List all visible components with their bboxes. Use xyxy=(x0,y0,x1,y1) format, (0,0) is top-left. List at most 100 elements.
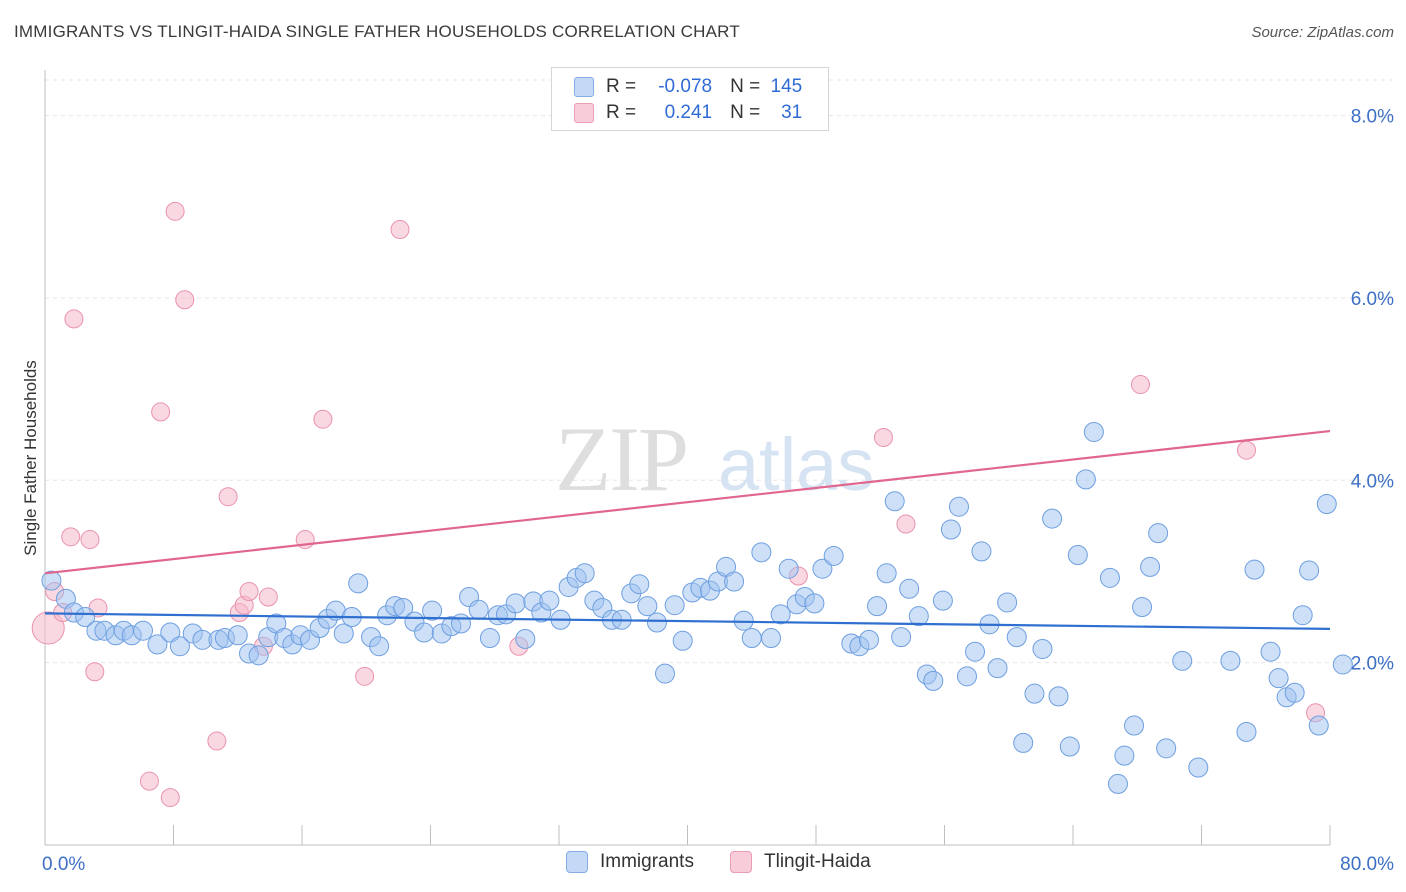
data-point-tlingit-haida xyxy=(151,402,171,422)
data-point-immigrants xyxy=(997,592,1018,613)
data-point-immigrants xyxy=(1268,668,1289,689)
data-point-immigrants xyxy=(804,593,825,614)
data-point-tlingit-haida xyxy=(1236,440,1256,460)
data-point-immigrants xyxy=(1132,597,1153,618)
data-point-immigrants xyxy=(965,641,986,662)
y-axis-label: Single Father Households xyxy=(21,360,40,556)
data-point-immigrants xyxy=(891,627,912,648)
data-point-tlingit-haida xyxy=(355,666,375,686)
data-point-immigrants xyxy=(770,604,791,625)
source-label: Source: ZipAtlas.com xyxy=(1251,24,1394,41)
data-point-immigrants xyxy=(1042,508,1063,529)
data-point-immigrants xyxy=(741,628,762,649)
data-point-immigrants xyxy=(369,636,390,657)
data-point-immigrants xyxy=(505,593,526,614)
data-point-immigrants xyxy=(637,596,658,617)
data-point-tlingit-haida xyxy=(85,662,105,682)
legend-row-tlingit-haida: R = 0.241 N = 31 xyxy=(574,100,802,126)
data-point-immigrants xyxy=(1024,683,1045,704)
data-point-immigrants xyxy=(1148,523,1169,544)
data-point-immigrants xyxy=(1236,721,1257,742)
data-point-immigrants xyxy=(940,519,961,540)
data-point-immigrants xyxy=(899,578,920,599)
data-point-immigrants xyxy=(1284,682,1305,703)
axis-labels: 2.0% 4.0% 6.0% 8.0% 0.0% 80.0% Single Father H… xyxy=(21,107,1394,875)
data-point-immigrants xyxy=(227,625,248,646)
data-point-tlingit-haida xyxy=(218,487,238,507)
data-point-tlingit-haida xyxy=(160,788,180,808)
data-point-immigrants xyxy=(1260,641,1281,662)
legend-n-label: N = xyxy=(730,76,761,97)
legend-swatch-immigrants xyxy=(574,77,594,97)
legend-r-label: R = xyxy=(606,102,637,123)
data-point-immigrants xyxy=(414,622,435,643)
data-point-immigrants xyxy=(1083,421,1104,442)
data-point-immigrants xyxy=(539,590,560,611)
axes xyxy=(44,70,1331,846)
data-point-immigrants xyxy=(1114,745,1135,766)
data-point-immigrants xyxy=(41,570,62,591)
data-point-immigrants xyxy=(884,491,905,512)
data-point-tlingit-haida xyxy=(1130,375,1150,395)
data-point-immigrants xyxy=(574,563,595,584)
data-point-immigrants xyxy=(629,574,650,595)
data-point-immigrants xyxy=(1032,638,1053,659)
data-point-immigrants xyxy=(1107,773,1128,794)
x-tick-label: 80.0% xyxy=(1340,854,1394,875)
data-point-immigrants xyxy=(867,596,888,617)
data-point-immigrants xyxy=(1140,556,1161,577)
data-point-immigrants xyxy=(1048,686,1069,707)
data-point-immigrants xyxy=(761,628,782,649)
data-point-tlingit-haida xyxy=(258,587,278,607)
legend-r-value: -0.078 xyxy=(658,76,713,97)
data-point-immigrants xyxy=(724,571,745,592)
trend-lines xyxy=(44,429,1331,631)
legend-n-value: 145 xyxy=(770,76,803,97)
data-point-immigrants xyxy=(1220,650,1241,671)
data-point-tlingit-haida xyxy=(80,530,100,550)
data-point-immigrants xyxy=(147,634,168,655)
stats-legend: R = -0.078 N = 145 R = 0.241 N = 31 xyxy=(551,67,829,131)
data-point-immigrants xyxy=(778,558,799,579)
data-point-immigrants xyxy=(1067,545,1088,566)
data-point-immigrants xyxy=(132,620,153,641)
data-point-immigrants xyxy=(1156,738,1177,759)
legend-item-immigrants[interactable]: Immigrants xyxy=(566,851,694,873)
data-point-immigrants xyxy=(823,545,844,566)
data-point-immigrants xyxy=(812,558,833,579)
data-point-immigrants xyxy=(646,612,667,633)
data-point-immigrants xyxy=(333,623,354,644)
legend-n-label: N = xyxy=(730,102,761,123)
data-point-tlingit-haida xyxy=(165,201,185,221)
data-point-immigrants xyxy=(1188,757,1209,778)
y-tick-label: 4.0% xyxy=(1351,471,1394,492)
data-point-immigrants xyxy=(956,666,977,687)
data-point-immigrants xyxy=(75,607,96,628)
data-point-immigrants xyxy=(451,613,472,634)
data-point-immigrants xyxy=(1299,560,1320,581)
data-point-tlingit-haida xyxy=(64,309,84,329)
data-point-tlingit-haida xyxy=(390,220,410,240)
data-point-immigrants xyxy=(1244,559,1265,580)
series-immigrants xyxy=(41,421,1353,794)
legend-n-value: 31 xyxy=(781,102,803,123)
legend-item-tlingit-haida[interactable]: Tlingit-Haida xyxy=(730,851,871,873)
data-point-immigrants xyxy=(908,606,929,627)
data-point-immigrants xyxy=(479,628,500,649)
data-point-immigrants xyxy=(751,542,772,563)
series-legend: Immigrants Tlingit-Haida xyxy=(0,851,1406,879)
data-point-immigrants xyxy=(932,590,953,611)
data-point-immigrants xyxy=(971,541,992,562)
y-tick-label: 8.0% xyxy=(1351,107,1394,128)
data-point-immigrants xyxy=(1316,494,1337,514)
legend-r-value: 0.241 xyxy=(664,102,713,123)
data-point-immigrants xyxy=(1099,567,1120,588)
legend-label-tlingit-haida: Tlingit-Haida xyxy=(764,851,871,872)
watermark-zip: ZIP xyxy=(555,408,687,510)
data-point-tlingit-haida xyxy=(175,290,195,310)
data-point-immigrants xyxy=(1332,654,1353,675)
data-point-immigrants xyxy=(1013,732,1034,753)
data-point-tlingit-haida xyxy=(239,582,259,602)
data-point-immigrants xyxy=(160,622,181,643)
